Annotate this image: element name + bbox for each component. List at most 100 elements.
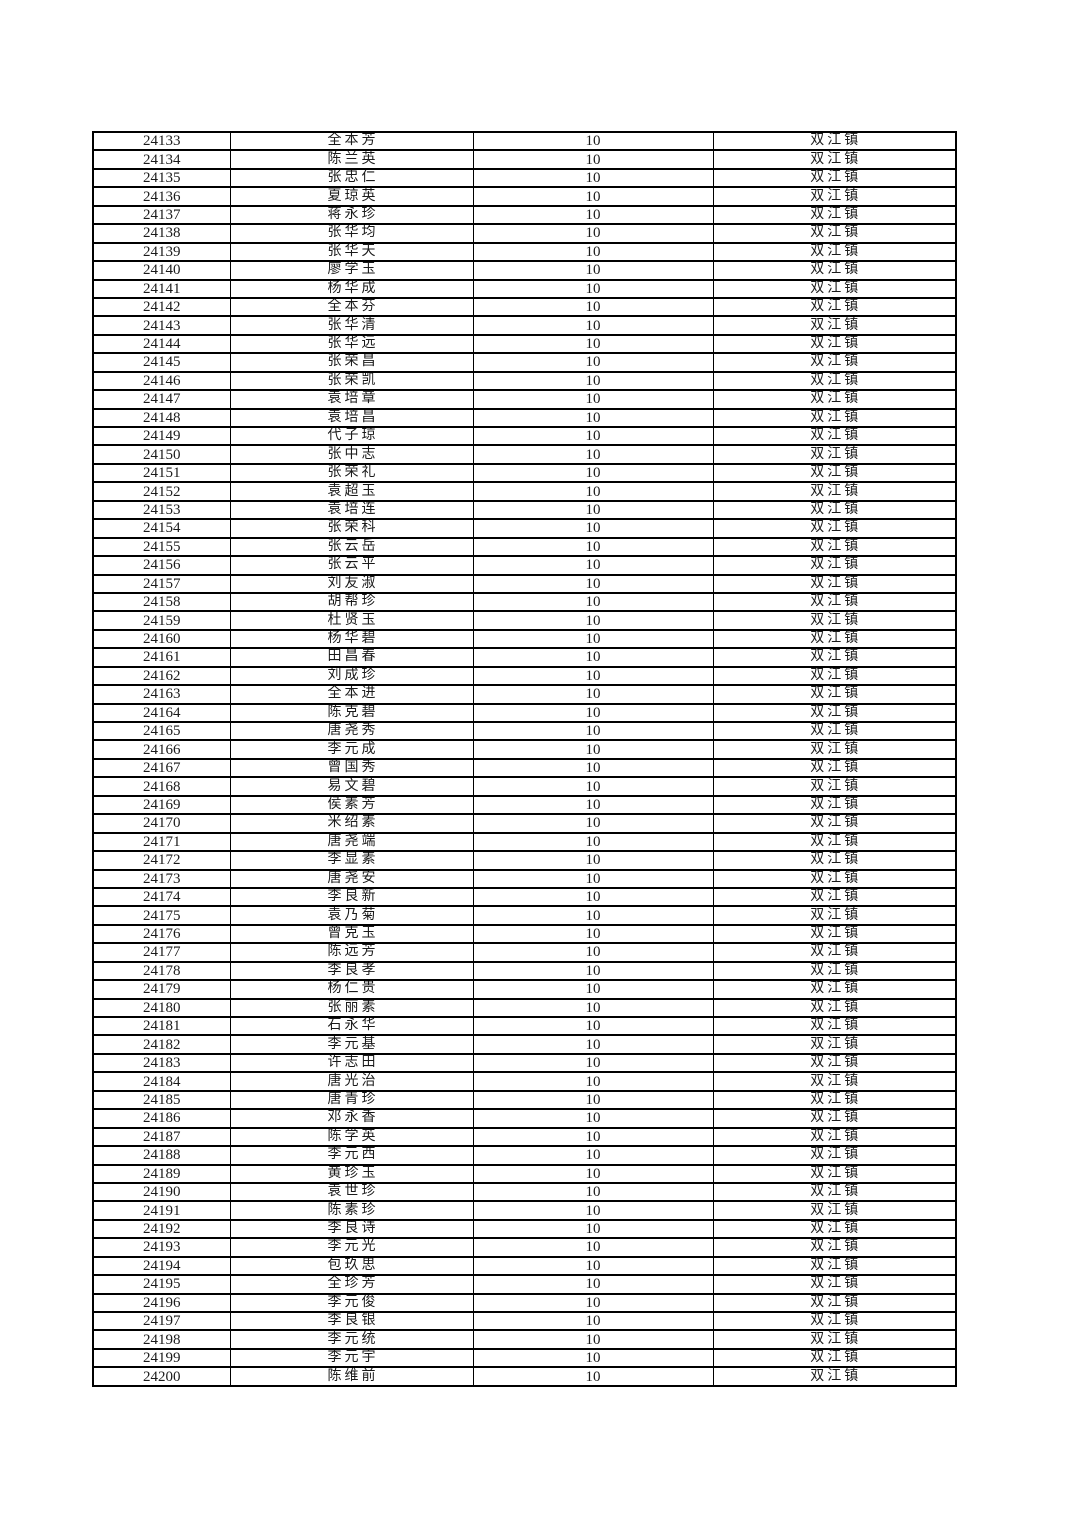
table-cell: 米绍素	[229, 813, 474, 834]
table-cell: 双江镇	[712, 315, 957, 336]
table-cell: 张华清	[229, 315, 474, 336]
table-cell: 杨华碧	[229, 628, 474, 650]
table-cell: 夏琼英	[229, 186, 474, 207]
table-cell: 24155	[92, 536, 231, 558]
table-cell: 双江镇	[712, 260, 957, 281]
table-row: 24178 李良孝 10 双江镇	[92, 960, 957, 982]
table-row: 24138 张华均 10 双江镇	[92, 223, 957, 244]
table-cell: 10	[472, 1366, 714, 1387]
table-cell: 24181	[92, 1015, 231, 1037]
table-cell: 10	[472, 776, 714, 797]
table-cell: 10	[472, 905, 714, 926]
table-row: 24173 唐尧安 10 双江镇	[92, 868, 957, 889]
table-cell: 李良孝	[229, 960, 474, 982]
table-cell: 袁培章	[229, 389, 474, 410]
table-cell: 24184	[92, 1071, 231, 1092]
table-cell: 24182	[92, 1034, 231, 1055]
table-cell: 24165	[92, 720, 231, 742]
table-row: 24199 李元宇 10 双江镇	[92, 1347, 957, 1369]
table-cell: 24152	[92, 481, 231, 502]
table-cell: 24158	[92, 591, 231, 613]
table-cell: 曾克玉	[229, 923, 474, 945]
table-row: 24180 张丽素 10 双江镇	[92, 997, 957, 1019]
table-cell: 胡帮珍	[229, 591, 474, 613]
table-cell: 双江镇	[712, 241, 957, 263]
table-cell: 邓永香	[229, 1108, 474, 1129]
table-cell: 张华天	[229, 241, 474, 263]
table-cell: 24192	[92, 1218, 231, 1240]
table-cell: 双江镇	[712, 278, 957, 299]
table-cell: 李元统	[229, 1329, 474, 1350]
table-cell: 10	[472, 702, 714, 724]
table-cell: 10	[472, 960, 714, 982]
table-row: 24140 廖学玉 10 双江镇	[92, 260, 957, 281]
table-row: 24144 张华远 10 双江镇	[92, 333, 957, 355]
table-cell: 24187	[92, 1126, 231, 1148]
table-cell: 24134	[92, 149, 231, 170]
table-cell: 双江镇	[712, 536, 957, 558]
table-row: 24183 许志田 10 双江镇	[92, 1052, 957, 1074]
table-cell: 10	[472, 591, 714, 613]
table-cell: 张荣凯	[229, 370, 474, 392]
table-cell: 24169	[92, 794, 231, 816]
table-cell: 24193	[92, 1237, 231, 1258]
table-cell: 10	[472, 757, 714, 779]
table-cell: 双江镇	[712, 997, 957, 1019]
table-cell: 10	[472, 167, 714, 189]
table-cell: 24176	[92, 923, 231, 945]
table-cell: 24151	[92, 462, 231, 484]
table-row: 24159 杜贤玉 10 双江镇	[92, 610, 957, 631]
table-cell: 双江镇	[712, 720, 957, 742]
table-cell: 李元光	[229, 1237, 474, 1258]
table-cell: 易文碧	[229, 776, 474, 797]
table-row: 24158 胡帮珍 10 双江镇	[92, 591, 957, 613]
table-cell: 李元俊	[229, 1292, 474, 1314]
table-cell: 24175	[92, 905, 231, 926]
table-cell: 10	[472, 1052, 714, 1074]
table-cell: 24172	[92, 850, 231, 871]
table-row: 24167 曾国秀 10 双江镇	[92, 757, 957, 779]
table-cell: 10	[472, 425, 714, 447]
table-cell: 10	[472, 1015, 714, 1037]
table-cell: 双江镇	[712, 591, 957, 613]
table-cell: 唐尧安	[229, 868, 474, 889]
roster-table: 24133 全本芳 10 双江镇 24134 陈兰英 10 双江镇 24135 张忠仁 10 双江镇 2…	[92, 130, 957, 1387]
table-cell: 陈兰英	[229, 149, 474, 170]
table-row: 24137 蒋永珍 10 双江镇	[92, 204, 957, 226]
table-cell: 10	[472, 1329, 714, 1350]
table-cell: 双江镇	[712, 647, 957, 668]
table-cell: 李元西	[229, 1145, 474, 1166]
table-cell: 双江镇	[712, 610, 957, 631]
table-cell: 张丽素	[229, 997, 474, 1019]
table-cell: 李显素	[229, 850, 474, 871]
table-cell: 24167	[92, 757, 231, 779]
table-cell: 张荣昌	[229, 352, 474, 373]
table-cell: 24191	[92, 1200, 231, 1221]
table-row: 24192 李良诗 10 双江镇	[92, 1218, 957, 1240]
table-cell: 24194	[92, 1255, 231, 1277]
table-cell: 10	[472, 868, 714, 889]
table-row: 24166 李元成 10 双江镇	[92, 739, 957, 760]
table-cell: 双江镇	[712, 296, 957, 318]
table-row: 24160 杨华碧 10 双江镇	[92, 628, 957, 650]
table-cell: 10	[472, 241, 714, 263]
table-cell: 双江镇	[712, 757, 957, 779]
table-row: 24176 曾克玉 10 双江镇	[92, 923, 957, 945]
table-row: 24135 张忠仁 10 双江镇	[92, 167, 957, 189]
table-cell: 双江镇	[712, 1218, 957, 1240]
table-cell: 10	[472, 370, 714, 392]
table-cell: 黄珍玉	[229, 1163, 474, 1184]
table-row: 24151 张荣礼 10 双江镇	[92, 462, 957, 484]
table-cell: 全本进	[229, 684, 474, 705]
table-cell: 10	[472, 536, 714, 558]
table-cell: 24150	[92, 444, 231, 465]
table-cell: 唐尧端	[229, 831, 474, 853]
table-cell: 10	[472, 1071, 714, 1092]
table-cell: 李元成	[229, 739, 474, 760]
table-cell: 双江镇	[712, 1237, 957, 1258]
table-cell: 10	[472, 979, 714, 1000]
table-cell: 双江镇	[712, 813, 957, 834]
table-cell: 10	[472, 573, 714, 594]
table-cell: 双江镇	[712, 1200, 957, 1221]
table-row: 24155 张云岳 10 双江镇	[92, 536, 957, 558]
